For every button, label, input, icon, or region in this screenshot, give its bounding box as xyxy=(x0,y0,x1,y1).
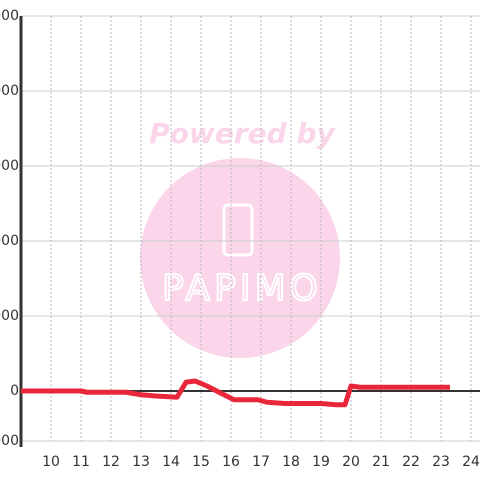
x-tick-label: 13 xyxy=(132,454,150,470)
x-tick-label: 10 xyxy=(42,454,60,470)
x-tick-label: 19 xyxy=(312,454,330,470)
x-tick-label: 18 xyxy=(282,454,300,470)
x-tick-label: 20 xyxy=(342,454,360,470)
y-tick-label: 150,000 xyxy=(0,8,19,24)
x-tick-label: 12 xyxy=(102,454,120,470)
watermark-circle xyxy=(140,158,340,358)
watermark-title: Powered by xyxy=(149,117,336,150)
x-tick-label: 24 xyxy=(462,454,480,470)
x-tick-label: 14 xyxy=(162,454,180,470)
y-tick-label: 120,000 xyxy=(0,83,19,99)
x-tick-label: 17 xyxy=(252,454,270,470)
y-tick-label: 60,000 xyxy=(0,233,19,249)
y-tick-label: 30,000 xyxy=(0,308,19,324)
x-tick-label: 23 xyxy=(432,454,450,470)
watermark-icon xyxy=(222,203,254,257)
x-tick-label: 11 xyxy=(72,454,90,470)
x-tick-label: 15 xyxy=(192,454,210,470)
line xyxy=(21,378,450,408)
x-tick-label: 22 xyxy=(402,454,420,470)
y-tick-label: 0 xyxy=(10,383,19,399)
watermark-logo: PAPIMO xyxy=(162,268,322,309)
x-tick-label: 16 xyxy=(222,454,240,470)
x-tick-label: 21 xyxy=(372,454,390,470)
y-tick-label: -20,000 xyxy=(0,433,19,449)
y-tick-label: 90,000 xyxy=(0,158,19,174)
